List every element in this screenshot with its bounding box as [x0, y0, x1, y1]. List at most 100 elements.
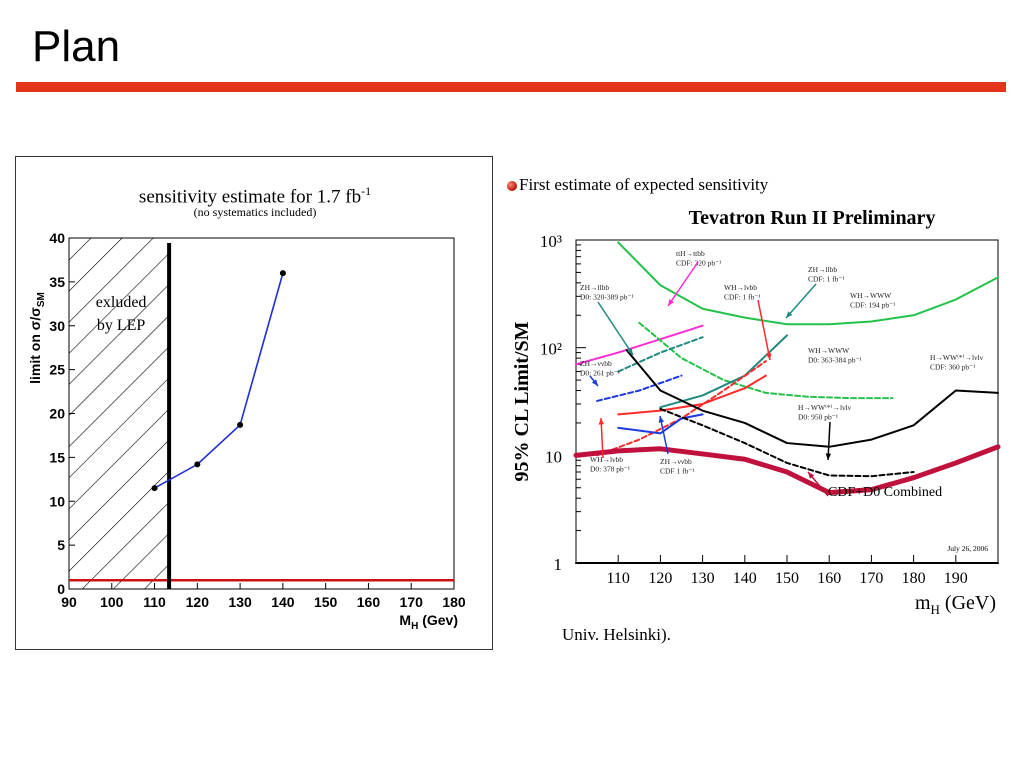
left-x-axis-label: MH (Gev): [399, 612, 458, 632]
curve-annotation-text: CDF: 320 pb⁻¹: [676, 259, 721, 268]
curve-annotation-text: CDF 1 fb⁻¹: [660, 467, 695, 476]
curve-annotation-text: WH→lνbb: [724, 283, 757, 292]
y-axis-label-text: limit on σ/σ: [27, 307, 43, 384]
curve-annotation-text: H→WW⁽*⁾→lνlν: [930, 353, 984, 362]
annotation-arrowhead: [825, 453, 832, 460]
limit-curve-1: [575, 324, 704, 366]
bullet-dot-icon: [507, 181, 517, 191]
x-axis-label-part: M: [399, 612, 411, 628]
right-x-tick-label: 160: [817, 570, 841, 587]
y-tick-label: 0: [57, 581, 65, 597]
footnote-text: Univ. Helsinki).: [562, 625, 671, 644]
annotation-arrowhead: [808, 472, 815, 479]
y-tick-label: 10: [49, 493, 65, 509]
excluded-label-line: by LEP: [97, 317, 146, 334]
curve-annotation-text: CDF+D0 Combined: [828, 485, 942, 500]
curve-annotation-text: D0: 320-389 pb⁻¹: [580, 293, 634, 302]
annotation-arrow: [757, 299, 771, 361]
limit-curve-10: [659, 407, 915, 478]
right-x-tick-label: 130: [691, 570, 715, 587]
x-axis-label-part: H: [931, 602, 940, 617]
x-axis-label-part: (GeV): [940, 592, 996, 614]
limit-curve-9: [625, 349, 999, 448]
annotation-arrowhead: [786, 311, 793, 318]
y-tick-label: 15: [49, 449, 65, 465]
annotation-arrowhead: [658, 416, 664, 423]
right-x-tick-label: 180: [902, 570, 926, 587]
x-tick-label: 120: [186, 594, 210, 610]
y-tick-label: 5: [57, 537, 65, 553]
y-tick-label: 25: [49, 362, 65, 378]
curve-annotation-text: ttH→ttbb: [676, 249, 705, 258]
chart-date-label: July 26, 2006: [947, 544, 988, 553]
annotation-arrow: [667, 261, 699, 307]
curve-annotation-text: WH→lνbb: [590, 455, 623, 464]
limit-curve-2: [638, 321, 894, 400]
bullet-item: First estimate of expected sensitivity: [507, 175, 768, 195]
annotation-arrowhead: [668, 299, 674, 306]
limit-curve-11: [573, 444, 1001, 496]
right-plot-frame: [575, 239, 999, 564]
y-tick-label: 40: [49, 230, 65, 246]
x-tick-label: 130: [228, 594, 252, 610]
sensitivity-data-point: [279, 270, 286, 277]
excluded-label-line: exluded: [96, 294, 147, 311]
annotation-arrow: [597, 301, 634, 356]
sensitivity-data-point: [237, 421, 244, 428]
curve-annotation-text: ZH→ννbb: [660, 457, 692, 466]
bullet-text: First estimate of expected sensitivity: [519, 175, 769, 194]
right-y-tick-label: 1: [554, 555, 563, 574]
limit-curve-3: [617, 336, 704, 373]
curve-annotation-text: D0: 261 pb⁻¹: [580, 369, 620, 378]
limit-curve-5: [596, 374, 683, 402]
right-y-tick-label: 10³: [540, 232, 562, 251]
annotation-arrowhead: [598, 418, 605, 425]
x-tick-label: 150: [314, 594, 338, 610]
y-tick-label: 30: [49, 318, 65, 334]
curve-annotation-text: WH→WWW: [850, 291, 892, 300]
left-chart-panel: sensitivity estimate for 1.7 fb-1 (no sy…: [15, 156, 493, 650]
y-tick-label: 20: [49, 406, 65, 422]
right-y-tick-label: 10: [545, 447, 562, 466]
y-axis-label-sub: SM: [36, 292, 47, 307]
annotation-arrowhead: [766, 353, 772, 360]
x-tick-label: 100: [100, 594, 124, 610]
annotation-arrow: [600, 417, 604, 459]
curve-annotation-text: CDF: 1 fb⁻¹: [724, 293, 761, 302]
limit-curve-7: [617, 374, 767, 416]
right-y-axis-label: 95% CL Limit/SM: [511, 321, 533, 481]
curve-annotation-text: D0: 363-384 pb⁻¹: [808, 356, 862, 365]
annotation-arrow: [659, 415, 669, 455]
curve-annotation-text: ZH→ννbb: [580, 359, 612, 368]
x-tick-label: 140: [271, 594, 295, 610]
slide-title: Plan: [32, 22, 121, 71]
x-tick-label: 160: [357, 594, 381, 610]
sensitivity-data-point: [151, 485, 158, 492]
title-underline-bar: [16, 82, 1006, 92]
annotation-arrowhead: [627, 348, 633, 355]
x-tick-label: 170: [400, 594, 424, 610]
curve-annotation-text: H→WW⁽*⁾→lνlν: [798, 403, 852, 412]
sensitivity-data-point: [194, 461, 201, 468]
left-chart-subtitle: (no systematics included): [193, 205, 317, 219]
right-y-tick-label: 10²: [540, 340, 562, 359]
left-chart-title-text: sensitivity estimate for 1.7 fb: [138, 186, 362, 208]
annotation-arrowhead: [591, 379, 598, 386]
x-tick-label: 110: [143, 594, 166, 610]
right-x-tick-label: 190: [944, 570, 968, 587]
y-tick-label: 35: [49, 274, 65, 290]
right-x-tick-label: 150: [775, 570, 799, 587]
right-x-axis-label: mH (GeV): [915, 592, 996, 617]
sensitivity-series-line: [154, 272, 284, 489]
excluded-region-hatch: [69, 238, 170, 589]
left-chart-title-sup: -1: [361, 184, 372, 198]
right-chart-title: Tevatron Run II Preliminary: [689, 207, 936, 229]
left-chart-title: sensitivity estimate for 1.7 fb-1: [16, 184, 494, 208]
limit-curve-8: [617, 413, 704, 435]
x-axis-label-part: (Gev): [418, 612, 458, 628]
right-x-tick-label: 110: [606, 570, 629, 587]
x-axis-label-part: H: [411, 621, 418, 632]
x-tick-label: 180: [442, 594, 466, 610]
right-x-tick-label: 120: [648, 570, 672, 587]
